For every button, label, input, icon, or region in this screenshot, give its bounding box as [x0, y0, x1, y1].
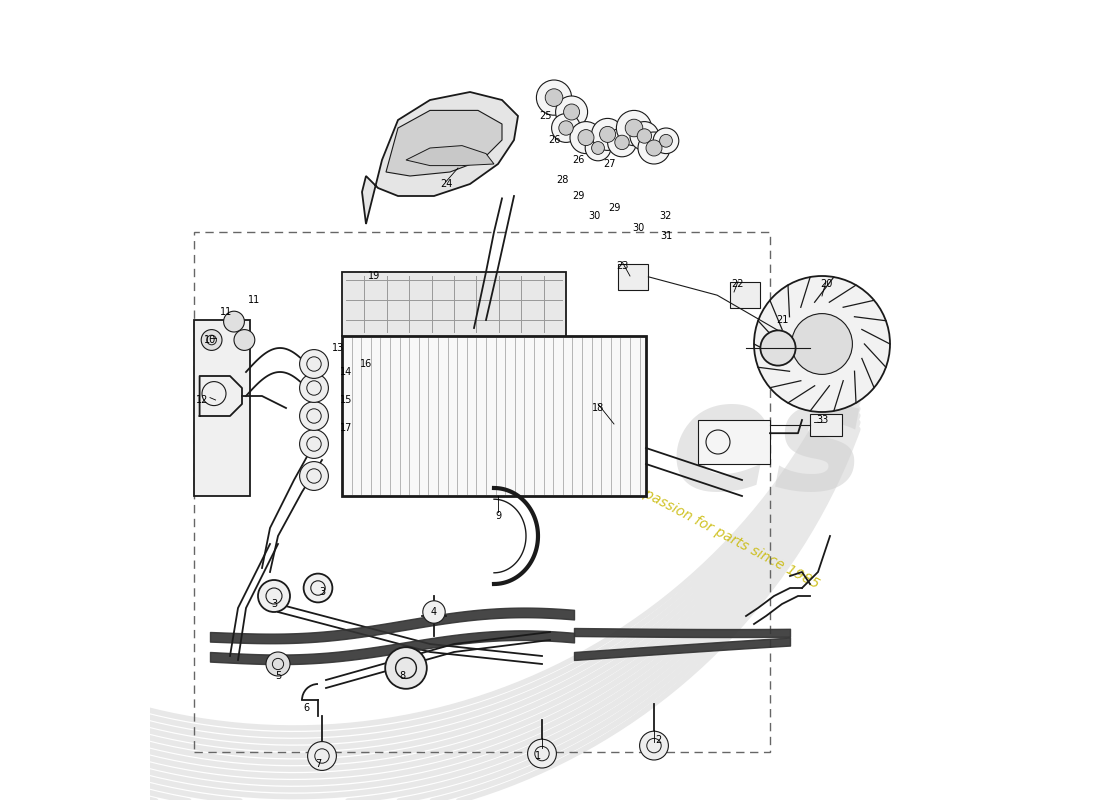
- Bar: [730, 282, 760, 308]
- Circle shape: [299, 430, 329, 458]
- Text: 31: 31: [660, 231, 672, 241]
- Text: Eur: Eur: [381, 353, 630, 479]
- Circle shape: [563, 104, 580, 120]
- Circle shape: [592, 118, 624, 150]
- Circle shape: [585, 135, 611, 161]
- Circle shape: [615, 135, 629, 150]
- Circle shape: [559, 121, 573, 135]
- Circle shape: [299, 374, 329, 402]
- Circle shape: [578, 130, 594, 146]
- Text: 33: 33: [816, 415, 828, 425]
- Text: 25: 25: [540, 111, 552, 121]
- Circle shape: [637, 129, 651, 143]
- Circle shape: [258, 580, 290, 612]
- Circle shape: [638, 132, 670, 164]
- Text: 16: 16: [360, 359, 372, 369]
- Circle shape: [760, 330, 795, 366]
- Text: 7: 7: [315, 759, 321, 769]
- Text: 6: 6: [302, 703, 309, 713]
- Text: 19: 19: [367, 271, 381, 281]
- Text: 14: 14: [340, 367, 352, 377]
- Circle shape: [299, 402, 329, 430]
- Text: 8: 8: [399, 671, 405, 681]
- Circle shape: [537, 80, 572, 115]
- Text: 9: 9: [495, 511, 502, 521]
- Text: 30: 30: [631, 223, 645, 233]
- Polygon shape: [406, 146, 494, 166]
- Text: 4: 4: [431, 607, 437, 617]
- Text: 15: 15: [340, 395, 352, 405]
- Circle shape: [201, 330, 222, 350]
- Text: 29: 29: [572, 191, 584, 201]
- Text: 20: 20: [820, 279, 833, 289]
- Circle shape: [630, 122, 659, 150]
- Bar: [194, 320, 250, 496]
- Circle shape: [639, 731, 669, 760]
- Circle shape: [304, 574, 332, 602]
- Text: 5: 5: [275, 671, 282, 681]
- Bar: [618, 264, 648, 290]
- Circle shape: [234, 330, 255, 350]
- Text: 11: 11: [220, 307, 232, 317]
- Bar: [342, 272, 566, 336]
- Circle shape: [308, 742, 337, 770]
- Text: 32: 32: [660, 211, 672, 221]
- Text: 30: 30: [587, 211, 601, 221]
- Circle shape: [551, 114, 581, 142]
- Text: 22: 22: [732, 279, 745, 289]
- Text: 17: 17: [340, 423, 352, 433]
- Text: 10: 10: [204, 335, 216, 345]
- Text: 27: 27: [604, 159, 616, 169]
- Text: 23: 23: [616, 261, 628, 270]
- Text: 1: 1: [535, 751, 541, 761]
- Polygon shape: [362, 92, 518, 224]
- Circle shape: [653, 128, 679, 154]
- Bar: [810, 414, 842, 436]
- Circle shape: [223, 311, 244, 332]
- Bar: [194, 232, 770, 752]
- Text: 26: 26: [572, 155, 584, 165]
- Circle shape: [570, 122, 602, 154]
- Circle shape: [754, 276, 890, 412]
- Text: 28: 28: [556, 175, 569, 185]
- Circle shape: [385, 647, 427, 689]
- Text: 26: 26: [548, 135, 560, 145]
- Circle shape: [546, 89, 563, 106]
- Circle shape: [299, 462, 329, 490]
- Circle shape: [266, 652, 290, 676]
- Circle shape: [607, 128, 637, 157]
- Circle shape: [600, 126, 616, 142]
- Text: 2: 2: [654, 735, 661, 745]
- Circle shape: [299, 350, 329, 378]
- Text: a passion for parts since 1985: a passion for parts since 1985: [630, 481, 822, 591]
- Circle shape: [625, 119, 642, 137]
- Bar: [698, 420, 770, 464]
- Text: 3: 3: [319, 587, 326, 597]
- Text: 18: 18: [592, 403, 604, 413]
- Text: 3: 3: [271, 599, 277, 609]
- Bar: [342, 336, 646, 496]
- Text: 13: 13: [332, 343, 344, 353]
- Circle shape: [660, 134, 672, 147]
- Circle shape: [646, 140, 662, 156]
- Circle shape: [528, 739, 557, 768]
- Text: es: es: [670, 374, 865, 522]
- Text: 24: 24: [440, 179, 452, 189]
- Text: 11: 11: [248, 295, 260, 305]
- Polygon shape: [386, 110, 502, 176]
- Text: 12: 12: [196, 395, 208, 405]
- Circle shape: [592, 142, 604, 154]
- Circle shape: [616, 110, 651, 146]
- Circle shape: [556, 96, 587, 128]
- Text: 29: 29: [608, 203, 620, 213]
- Text: 21: 21: [776, 315, 789, 325]
- Circle shape: [422, 601, 446, 623]
- Circle shape: [792, 314, 852, 374]
